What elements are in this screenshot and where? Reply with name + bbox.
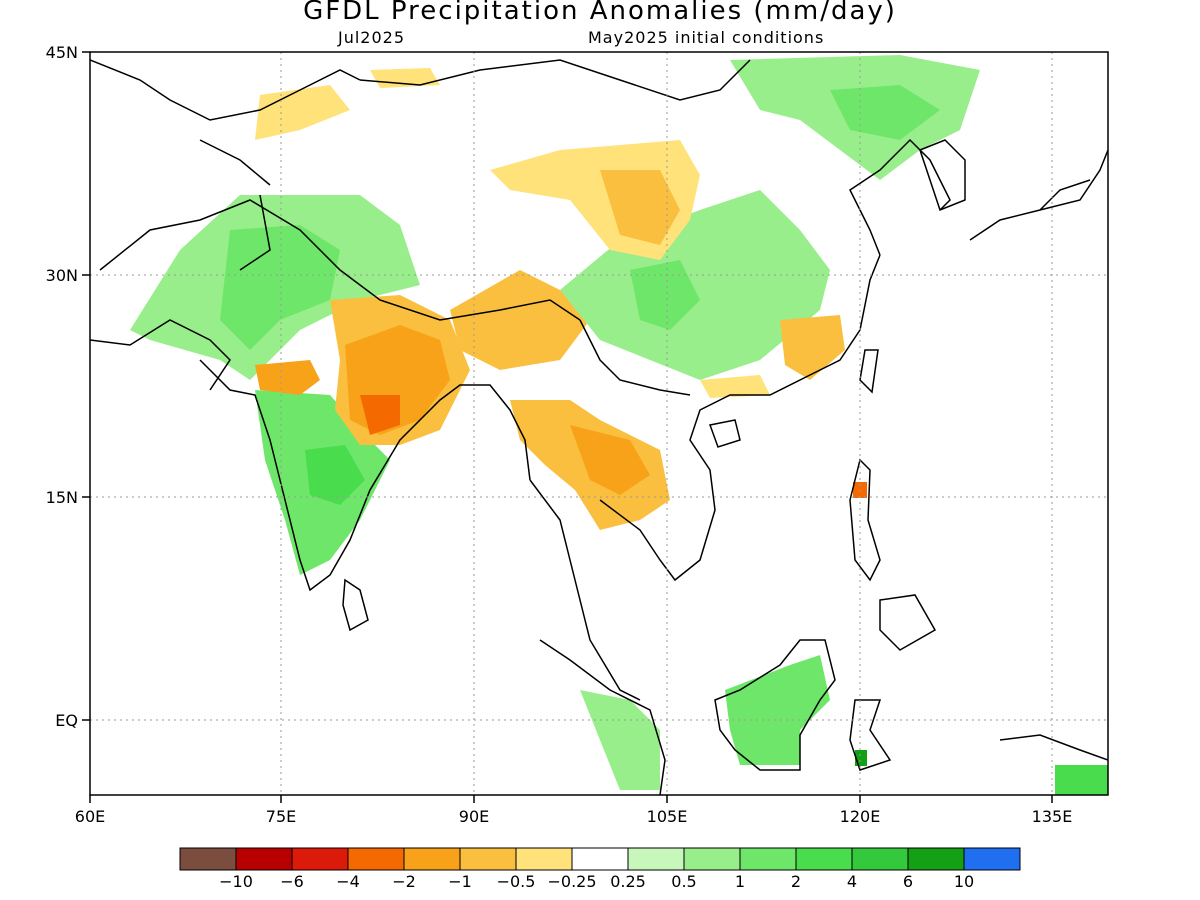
lat-label: EQ [55, 711, 78, 730]
wet-region-sumatra [580, 690, 660, 790]
colorbar-swatch [963, 847, 1021, 871]
colorbar-label: −0.5 [496, 872, 536, 891]
coastlines [90, 59, 1108, 795]
lon-label: 60E [75, 807, 105, 826]
lon-label: 120E [840, 807, 881, 826]
coastline-sumatra [539, 639, 666, 795]
lon-label: 105E [647, 807, 688, 826]
wet-region-sulawesi [855, 750, 867, 766]
border-pakistan [90, 194, 271, 391]
coastline-india [199, 359, 531, 592]
colorbar-label: 10 [953, 872, 975, 891]
dry-region-west-india [255, 360, 320, 395]
border-central-asia [90, 59, 361, 186]
colorbar-swatch [571, 847, 629, 871]
coastline-luzon [849, 458, 881, 582]
anomaly-field [130, 55, 1108, 795]
border-himalaya [99, 199, 581, 321]
valid-month: Jul2025 [338, 28, 406, 47]
wet-region-manchuria-core [830, 85, 940, 140]
colorbar-label: −6 [280, 872, 304, 891]
lon-label: 90E [459, 807, 489, 826]
colorbar-label: 1 [734, 872, 746, 891]
colorbar [179, 847, 1021, 871]
coastline-japan [969, 149, 1108, 241]
colorbar-swatch [291, 847, 349, 871]
dry-region-guangdong [700, 375, 770, 398]
lat-axis-labels: 45N 30N 15N EQ [46, 43, 78, 730]
colorbar-label: −0.25 [547, 872, 597, 891]
colorbar-label: 0.25 [610, 872, 646, 891]
colorbar-swatch [347, 847, 405, 871]
colorbar-swatch [459, 847, 517, 871]
map-title: GFDL Precipitation Anomalies (mm/day) [303, 0, 897, 26]
initial-conditions: May2025 initial conditions [588, 28, 825, 47]
tick-marks [82, 51, 1053, 803]
colorbar-label: 6 [902, 872, 914, 891]
grid-lines [90, 52, 1108, 795]
wet-region-new-guinea [1055, 765, 1108, 795]
wet-region-central-china-core [630, 260, 700, 330]
colorbar-label: 2 [790, 872, 802, 891]
dry-region-mongolia [255, 85, 350, 140]
coastline-taiwan [859, 349, 879, 394]
dry-region-central-asia [370, 68, 440, 88]
coastline-korea [919, 139, 966, 211]
colorbar-swatch [907, 847, 965, 871]
map-frame [89, 51, 1109, 796]
lon-label: 135E [1032, 807, 1073, 826]
coastline-sulawesi [849, 699, 892, 771]
coastline-east-china [849, 138, 951, 256]
colorbar-label: 0.5 [671, 872, 697, 891]
coastline-mindanao [879, 594, 937, 651]
colorbar-swatch [179, 847, 237, 871]
colorbar-swatch [739, 847, 797, 871]
colorbar-swatch [627, 847, 685, 871]
lon-label: 75E [266, 807, 296, 826]
coastline-new-guinea [999, 734, 1108, 761]
lat-label: 30N [46, 266, 78, 285]
colorbar-swatch [235, 847, 293, 871]
colorbar-label: −2 [392, 872, 416, 891]
colorbar-swatch [683, 847, 741, 871]
coastline-sri-lanka [342, 578, 369, 632]
colorbar-label: −1 [448, 872, 472, 891]
lon-axis-labels: 60E 75E 90E 105E 120E 135E [75, 807, 1073, 826]
colorbar-label: −10 [219, 872, 253, 891]
colorbar-label: −4 [336, 872, 360, 891]
dry-region-northeast-india [450, 270, 590, 370]
coastline-hainan [708, 419, 741, 448]
colorbar-swatch [515, 847, 573, 871]
wet-region-punjab-core [220, 225, 340, 350]
colorbar-swatch [403, 847, 461, 871]
border-mongolia [359, 59, 751, 101]
wet-region-deccan-core [305, 445, 365, 505]
dry-region-indochina-core [570, 425, 650, 495]
colorbar-swatch [795, 847, 853, 871]
lat-label: 15N [46, 488, 78, 507]
very-dry-region-central-india [360, 395, 400, 435]
dry-region-north-china-core [600, 170, 680, 245]
colorbar-label: 4 [846, 872, 858, 891]
colorbar-swatch [851, 847, 909, 871]
dry-region-southeast-china [780, 315, 845, 380]
border-china-south [579, 319, 691, 396]
lat-label: 45N [46, 43, 78, 62]
coastline-borneo [714, 639, 836, 771]
